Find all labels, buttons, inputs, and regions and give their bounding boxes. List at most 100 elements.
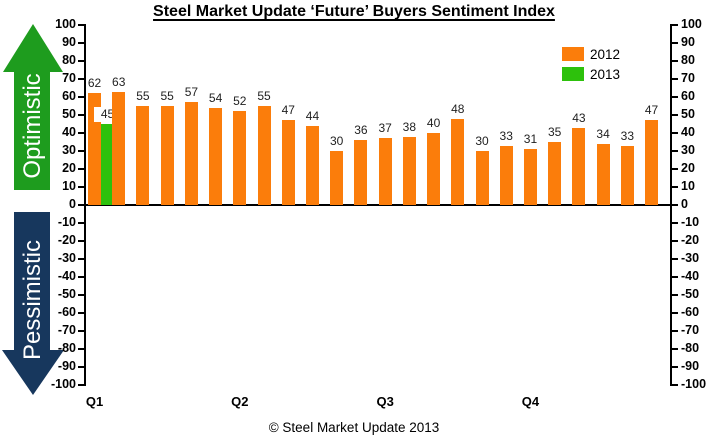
bar-value-label: 52 bbox=[233, 94, 247, 109]
y-axis-label-right: 100 bbox=[681, 17, 702, 31]
bar-value-label: 54 bbox=[208, 90, 223, 105]
y-axis-label-left: 0 bbox=[69, 197, 76, 211]
bar-value-label: 55 bbox=[136, 89, 150, 103]
bar-value-label: 30 bbox=[475, 134, 489, 148]
bar-2012 bbox=[354, 140, 368, 205]
y-axis-tick-left bbox=[78, 132, 85, 134]
y-axis-tick-left bbox=[78, 312, 85, 314]
y-axis-label-right: -40 bbox=[681, 269, 700, 283]
y-axis-label-left: -50 bbox=[57, 287, 76, 301]
y-axis-label-left: -90 bbox=[57, 359, 76, 373]
y-axis-label-left: -40 bbox=[57, 269, 76, 283]
y-axis-label-right: 20 bbox=[681, 161, 695, 175]
y-axis-tick-left bbox=[78, 78, 85, 80]
bar-value-label: 63 bbox=[112, 74, 126, 89]
bar-2012 bbox=[209, 107, 223, 205]
y-axis-label-left: -80 bbox=[57, 341, 76, 355]
x-axis-label-quarter: Q4 bbox=[521, 394, 540, 409]
bar-2012 bbox=[523, 149, 537, 205]
bar-value-label: 40 bbox=[426, 116, 441, 130]
y-axis-label-right: -10 bbox=[681, 215, 700, 229]
bar-2012 bbox=[378, 138, 392, 205]
bar-value-label: 33 bbox=[620, 128, 634, 143]
y-axis-label-right: 10 bbox=[681, 179, 695, 193]
y-axis-label-left: -10 bbox=[57, 215, 76, 229]
bar-value-label: 36 bbox=[354, 123, 368, 138]
legend-swatch-2013 bbox=[562, 67, 584, 81]
legend: 2012 2013 bbox=[562, 44, 620, 84]
bar-2012 bbox=[548, 142, 562, 205]
legend-label-2012: 2012 bbox=[590, 46, 621, 62]
y-axis-label-left: -70 bbox=[57, 323, 76, 337]
y-axis-tick-right bbox=[671, 204, 678, 206]
x-axis-label-quarter: Q1 bbox=[85, 394, 104, 409]
y-axis-tick-right bbox=[671, 24, 678, 26]
bar-2012 bbox=[184, 102, 198, 205]
y-axis-label-left: 80 bbox=[62, 53, 76, 67]
y-axis-label-right: -90 bbox=[681, 359, 700, 373]
y-axis-label-left: 90 bbox=[62, 35, 76, 49]
bar-value-label: 47 bbox=[644, 103, 659, 118]
y-axis-label-left: 40 bbox=[62, 125, 76, 139]
y-axis-label-right: -70 bbox=[681, 323, 700, 337]
bar-value-label: 48 bbox=[451, 101, 465, 116]
bar-2012 bbox=[499, 145, 513, 205]
bar-2012 bbox=[330, 151, 344, 205]
y-axis-label-left: 10 bbox=[62, 179, 76, 193]
bar-value-label: 57 bbox=[184, 85, 199, 100]
y-axis-tick-right bbox=[671, 186, 678, 188]
y-axis-tick-left bbox=[78, 168, 85, 170]
pessimistic-down-arrow-icon bbox=[2, 212, 64, 395]
bar-2012 bbox=[451, 118, 465, 205]
y-axis-label-right: 70 bbox=[681, 71, 695, 85]
y-axis-tick-right bbox=[671, 366, 678, 368]
y-axis-tick-right bbox=[671, 240, 678, 242]
bar-2012 bbox=[645, 120, 659, 205]
x-axis-label-quarter: Q3 bbox=[376, 394, 394, 409]
bar-value-label: 47 bbox=[281, 103, 295, 118]
x-axis-label-quarter: Q2 bbox=[231, 394, 249, 409]
y-axis-tick-left bbox=[78, 294, 85, 296]
y-axis-label-right: -50 bbox=[681, 287, 700, 301]
bar-2012 bbox=[427, 133, 441, 205]
bar-2012 bbox=[233, 111, 247, 205]
bar-value-label: 43 bbox=[572, 110, 586, 125]
y-axis-tick-left bbox=[78, 150, 85, 152]
copyright-footer: © Steel Market Update 2013 bbox=[268, 420, 440, 435]
bar-2012 bbox=[596, 143, 610, 205]
y-axis-tick-right bbox=[671, 258, 678, 260]
y-axis-label-right: -30 bbox=[681, 251, 700, 265]
chart-title: Steel Market Update ‘Future’ Buyers Sent… bbox=[153, 3, 555, 20]
bar-value-label: 33 bbox=[499, 128, 513, 143]
y-axis-tick-left bbox=[78, 240, 85, 242]
bar-2013 bbox=[101, 124, 114, 205]
y-axis-tick-right bbox=[671, 384, 678, 386]
y-axis-tick-left bbox=[78, 276, 85, 278]
y-axis-label-left: 50 bbox=[62, 107, 76, 121]
y-axis-label-left: -100 bbox=[50, 377, 76, 391]
y-axis-tick-left bbox=[78, 222, 85, 224]
y-axis-label-left: -60 bbox=[57, 305, 76, 319]
bar-value-label: 62 bbox=[87, 76, 102, 91]
legend-label-2013: 2013 bbox=[590, 66, 621, 82]
y-axis-label-right: -60 bbox=[681, 305, 700, 319]
bar-value-label: 44 bbox=[305, 108, 320, 123]
bar-2012 bbox=[475, 151, 489, 205]
y-axis-label-right: 60 bbox=[681, 89, 695, 103]
bar-2012 bbox=[572, 127, 586, 205]
bar-value-label: 34 bbox=[596, 126, 610, 141]
bar-2012 bbox=[402, 136, 416, 205]
y-axis-tick-left bbox=[78, 384, 85, 386]
y-axis-tick-right bbox=[671, 114, 678, 116]
bar-2012 bbox=[136, 106, 150, 205]
bar-value-label: 55 bbox=[160, 89, 174, 103]
y-axis-label-left: -20 bbox=[57, 233, 76, 247]
y-axis-tick-left bbox=[78, 186, 85, 188]
y-axis-tick-left bbox=[78, 348, 85, 350]
y-axis-label-left: 20 bbox=[62, 161, 76, 175]
bar-2012 bbox=[160, 106, 174, 205]
y-axis-label-left: 60 bbox=[62, 89, 76, 103]
legend-swatch-2012 bbox=[562, 47, 584, 61]
y-axis-tick-right bbox=[671, 42, 678, 44]
